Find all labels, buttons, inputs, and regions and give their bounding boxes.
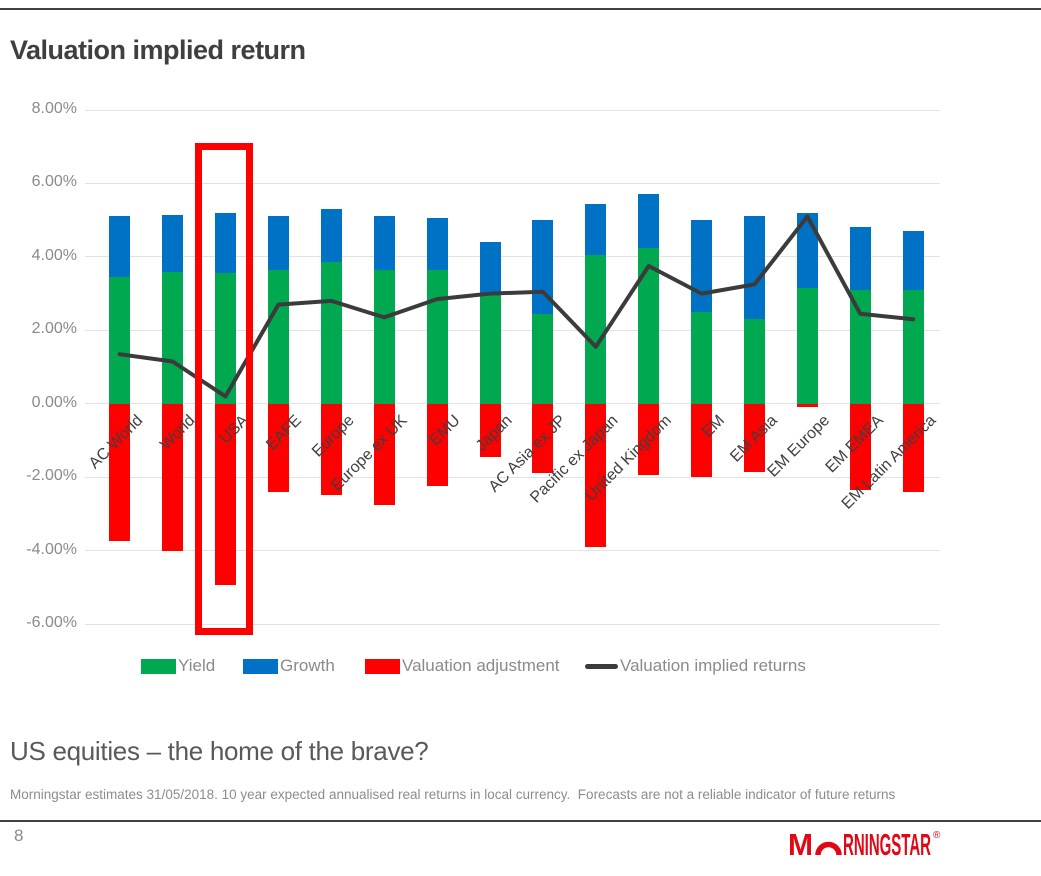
valuation-adjustment-swatch-icon (365, 658, 400, 674)
gridline (85, 550, 940, 552)
bar-segment-growth-4 (320, 209, 342, 263)
bar-segment-valuation-adjustment-13 (796, 403, 818, 408)
bar-segment-yield-2 (215, 273, 236, 404)
legend-item-yield: Yield (141, 653, 215, 679)
y-axis-tick-label: 0.00% (31, 393, 77, 411)
y-axis-tick-label: 8.00% (31, 100, 77, 117)
gridline (85, 476, 940, 478)
bar-segment-yield-13 (796, 288, 818, 404)
bar-segment-growth-2 (215, 212, 236, 274)
bar-segment-yield-10 (638, 247, 660, 404)
page-number: 8 (14, 826, 24, 845)
gridline (85, 256, 940, 258)
bar-segment-yield-9 (585, 255, 607, 404)
legend-label-growth: Growth (280, 656, 335, 675)
gridline (85, 109, 940, 111)
bar-segment-growth-5 (373, 216, 395, 270)
gridline (85, 623, 940, 625)
bar-segment-yield-6 (426, 269, 448, 404)
logo-registered-mark: ® (933, 830, 941, 841)
source-footnote: Morningstar estimates 31/05/2018. 10 yea… (10, 787, 896, 802)
legend-label-yield: Yield (178, 656, 216, 675)
bar-segment-growth-6 (426, 218, 448, 270)
y-axis-tick-label: -6.00% (26, 614, 77, 631)
usa-highlight-rect (194, 143, 253, 635)
bar-segment-yield-4 (320, 262, 342, 404)
bar-segment-growth-12 (744, 216, 765, 320)
legend-label-implied-returns: Valuation implied returns (620, 656, 806, 675)
valuation-implied-return-chart: AC World World USA EAFE Europe Europe ex UK EM… (85, 109, 940, 625)
bar-segment-yield-1 (162, 271, 184, 404)
legend-item-valuation-adjustment: Valuation adjustment (365, 653, 560, 679)
bar-segment-yield-12 (744, 319, 765, 404)
bar-segment-yield-0 (109, 277, 131, 404)
bar-segment-growth-7 (479, 242, 501, 294)
bar-segment-growth-3 (267, 216, 289, 270)
bar-segment-valuation-adjustment-7 (479, 403, 501, 457)
gridline (85, 403, 940, 405)
bar-segment-valuation-adjustment-14 (849, 403, 871, 490)
bar-segment-growth-10 (638, 194, 660, 248)
bar-segment-valuation-adjustment-9 (585, 403, 607, 547)
footer-divider-rule (0, 820, 1041, 822)
gridline (85, 329, 940, 331)
legend-label-valuation-adjustment: Valuation adjustment (402, 656, 560, 675)
bar-segment-valuation-adjustment-12 (744, 403, 765, 472)
yield-swatch-icon (141, 658, 176, 674)
y-axis-tick-label: -2.00% (26, 467, 77, 485)
bar-segment-yield-11 (691, 311, 713, 404)
bar-segment-valuation-adjustment-0 (109, 403, 131, 542)
logo-o-arc-icon (815, 841, 842, 856)
slide-subtitle: US equities – the home of the brave? (10, 736, 429, 766)
bar-segment-valuation-adjustment-2 (215, 403, 236, 586)
bar-segment-valuation-adjustment-6 (426, 403, 448, 487)
legend-item-growth: Growth (243, 653, 335, 679)
morningstar-logo-svg: M RNINGSTAR ® (788, 827, 941, 862)
bar-segment-valuation-adjustment-3 (267, 403, 289, 492)
logo-letter-m: M (788, 827, 813, 862)
y-axis-tick-label: 6.00% (31, 173, 77, 191)
bar-segment-valuation-adjustment-11 (691, 403, 713, 478)
bar-segment-yield-8 (532, 313, 554, 404)
bar-segment-yield-5 (373, 269, 395, 404)
bar-segment-growth-15 (902, 231, 924, 290)
bar-segment-valuation-adjustment-15 (902, 403, 924, 492)
y-axis-tick-label: -4.00% (26, 540, 77, 558)
growth-swatch-icon (243, 658, 278, 674)
bar-segment-growth-13 (796, 212, 818, 289)
bar-segment-growth-0 (109, 216, 131, 278)
page-title: Valuation implied return (10, 35, 306, 66)
bar-segment-growth-1 (162, 214, 184, 272)
chart-legend: Yield Growth Valuation adjustment Valuat… (0, 653, 1041, 679)
morningstar-logo: M RNINGSTAR ® (788, 826, 943, 867)
bar-segment-valuation-adjustment-1 (162, 403, 184, 551)
bar-segment-valuation-adjustment-4 (320, 403, 342, 496)
y-axis-tick-label: 4.00% (31, 246, 77, 264)
logo-letters-rningstar: RNINGSTAR (843, 827, 931, 862)
bar-segment-growth-9 (585, 203, 607, 255)
implied-returns-line-swatch-icon (585, 663, 618, 669)
bar-segment-yield-14 (849, 289, 871, 404)
y-axis-tick-label: 2.00% (31, 320, 77, 338)
legend-item-implied-returns: Valuation implied returns (585, 653, 806, 679)
bar-segment-growth-14 (849, 227, 871, 290)
top-divider-rule (0, 8, 1041, 10)
bar-segment-yield-7 (479, 293, 501, 404)
gridline (85, 182, 940, 184)
bar-segment-valuation-adjustment-8 (532, 403, 554, 474)
bar-segment-valuation-adjustment-5 (373, 403, 395, 505)
bar-segment-valuation-adjustment-10 (638, 403, 660, 476)
